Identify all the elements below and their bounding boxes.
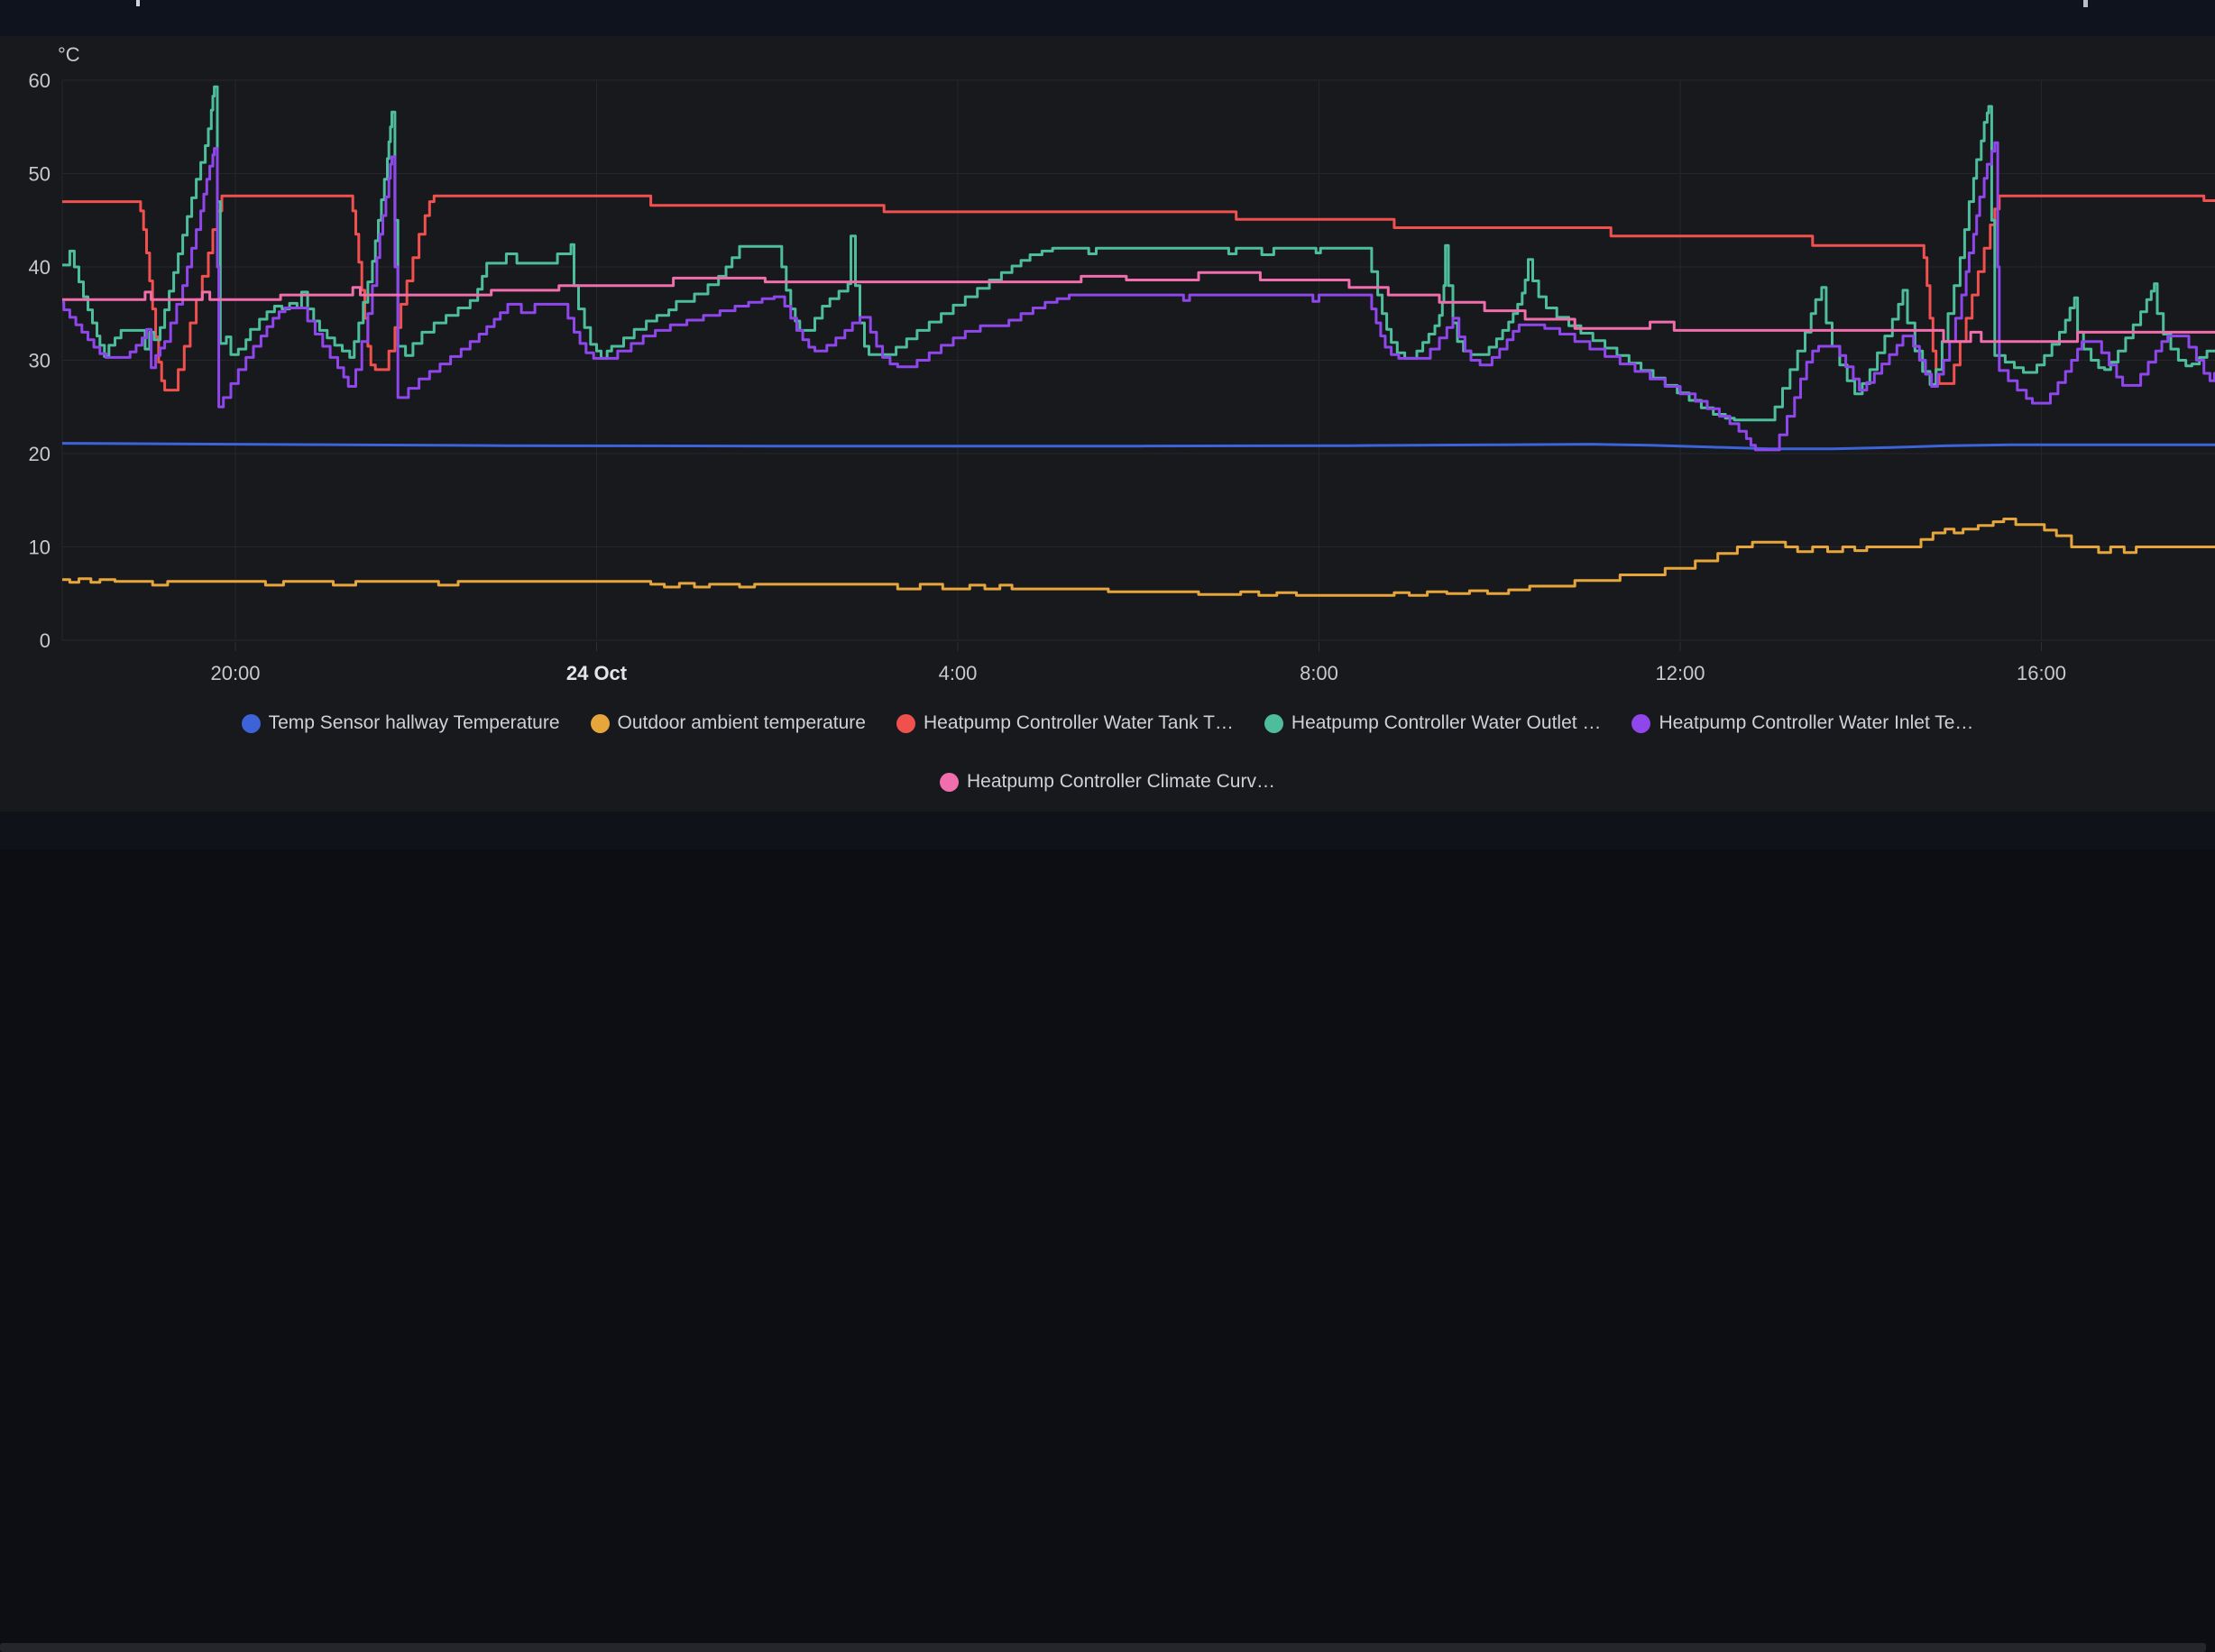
- y-axis-tick-label: 20: [29, 443, 51, 465]
- y-axis-tick-label: 0: [40, 629, 51, 652]
- y-axis-unit-label: °C: [58, 43, 80, 66]
- chart-legend-row-1: Temp Sensor hallway Temperature Outdoor a…: [0, 709, 2215, 738]
- y-axis-tick-label: 40: [29, 256, 51, 279]
- legend-item[interactable]: Heatpump Controller Water Tank T…: [896, 712, 1234, 734]
- series-color-icon: [1631, 713, 1651, 733]
- legend-item[interactable]: Heatpump Controller Climate Curv…: [940, 771, 1275, 793]
- plot-area[interactable]: [62, 36, 2215, 647]
- series-color-icon: [241, 713, 261, 733]
- y-axis-tick-label: 30: [29, 350, 51, 372]
- page-header-strip: [0, 0, 2215, 36]
- legend-item-label: Heatpump Controller Water Tank T…: [923, 712, 1234, 733]
- x-axis-tick-label: 4:00: [939, 662, 978, 684]
- y-axis-tick-label: 60: [29, 69, 51, 92]
- series-color-icon: [896, 713, 915, 733]
- legend-item-label: Heatpump Controller Water Inlet Te…: [1659, 712, 1974, 733]
- x-axis-tick-label: 8:00: [1300, 662, 1338, 684]
- panel-menu-icon[interactable]: [2083, 0, 2088, 7]
- legend-item[interactable]: Heatpump Controller Water Outlet …: [1264, 712, 1602, 734]
- series-line: [62, 85, 2215, 422]
- legend-item[interactable]: Outdoor ambient temperature: [590, 712, 866, 734]
- header-text-remnant-left: [136, 0, 140, 6]
- series-line: [62, 442, 2215, 451]
- x-axis-tick-label: 20:00: [210, 662, 260, 684]
- legend-item-label: Heatpump Controller Water Outlet …: [1291, 712, 1602, 733]
- panel-row-resize-handle[interactable]: [0, 1643, 2206, 1652]
- y-axis-tick-label: 10: [29, 537, 51, 559]
- x-axis-tick-label: 24 Oct: [566, 662, 628, 684]
- series-color-icon: [1264, 713, 1283, 733]
- timeseries-chart: 0 10 20 30 40 50 60 20:00 24 Oct 4:00 8:00 12:00 16:…: [29, 36, 2215, 684]
- page-footer-strip: [0, 812, 2215, 1652]
- legend-item[interactable]: Heatpump Controller Water Inlet Te…: [1631, 712, 1973, 734]
- legend-item-label: Heatpump Controller Climate Curv…: [967, 771, 1275, 792]
- legend-item-label: Temp Sensor hallway Temperature: [268, 712, 560, 733]
- x-axis-tick-label: 16:00: [2017, 662, 2066, 684]
- timeseries-panel: [0, 36, 2215, 812]
- series-color-icon: [940, 772, 960, 792]
- legend-item-label: Outdoor ambient temperature: [617, 712, 866, 733]
- series-line: [62, 518, 2215, 597]
- series-line: [62, 271, 2215, 344]
- x-axis-tick-label: 12:00: [1655, 662, 1705, 684]
- grid-lines: [61, 79, 2215, 651]
- series-line: [62, 194, 2215, 392]
- legend-item[interactable]: Temp Sensor hallway Temperature: [241, 712, 560, 734]
- chart-legend-row-2: Heatpump Controller Climate Curv…: [0, 767, 2215, 796]
- y-axis-tick-label: 50: [29, 163, 51, 186]
- series-color-icon: [590, 713, 610, 733]
- series-line: [62, 141, 2215, 452]
